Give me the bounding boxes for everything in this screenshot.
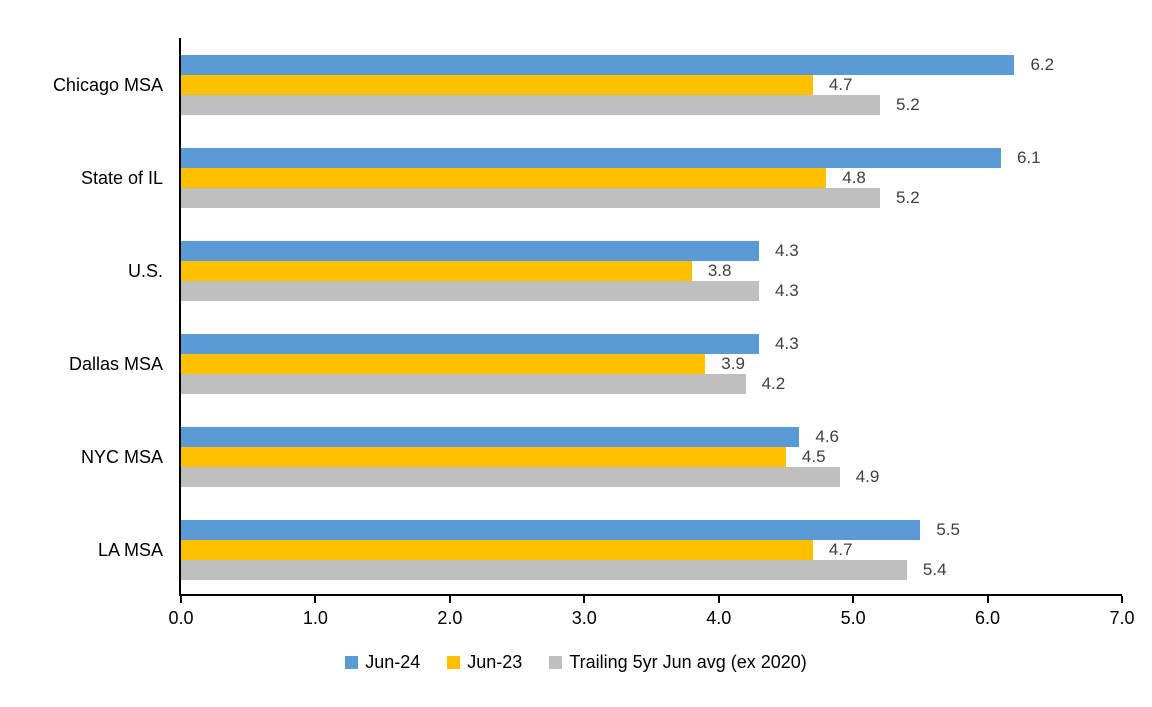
data-label: 5.5 xyxy=(936,520,960,539)
x-axis-tick-label: 0.0 xyxy=(168,608,194,628)
bar-trailing-5yr-jun-avg-ex-2020- xyxy=(181,281,760,301)
category-label: U.S. xyxy=(127,261,163,281)
legend-item: Trailing 5yr Jun avg (ex 2020) xyxy=(549,652,807,673)
legend-swatch-jun-24 xyxy=(345,656,359,669)
x-axis-tick-label: 7.0 xyxy=(1109,608,1135,628)
data-label: 4.7 xyxy=(828,75,853,94)
bar-jun-23 xyxy=(181,75,813,95)
legend-swatch-trailing-5yr-jun-avg-ex-2020- xyxy=(549,656,563,669)
legend-item: Jun-23 xyxy=(447,652,522,673)
x-axis-tick-label: 6.0 xyxy=(975,608,1001,628)
x-axis-tick-label: 3.0 xyxy=(571,608,597,628)
plot-area: 6.2 4.7 5.2 6.1 4.8 5.2 4.3 3.8 4.3 4.3 3.9 4.2 4.6 4… xyxy=(179,38,1122,596)
x-axis-tick xyxy=(180,596,182,603)
bar-trailing-5yr-jun-avg-ex-2020- xyxy=(181,467,840,487)
category-label: Dallas MSA xyxy=(68,354,163,374)
bar-jun-23 xyxy=(181,540,813,560)
data-label: 4.3 xyxy=(775,334,799,353)
x-axis-tick-label: 4.0 xyxy=(706,608,732,628)
x-axis-tick xyxy=(448,596,451,603)
data-label: 4.2 xyxy=(761,374,786,393)
bar-jun-23 xyxy=(181,168,827,188)
legend-item: Jun-24 xyxy=(345,652,420,673)
bar-jun-24 xyxy=(181,148,1001,168)
data-label: 4.6 xyxy=(815,427,839,446)
bar-jun-24 xyxy=(181,427,800,447)
category-label: NYC MSA xyxy=(80,447,163,467)
x-axis-tick xyxy=(1121,596,1123,603)
data-label: 6.1 xyxy=(1017,148,1041,167)
data-label: 4.9 xyxy=(855,467,880,486)
data-label: 6.2 xyxy=(1030,55,1055,74)
bar-jun-24 xyxy=(181,334,760,354)
bar-jun-23 xyxy=(181,447,786,467)
data-label: 3.9 xyxy=(721,354,745,373)
legend-label: Jun-24 xyxy=(365,652,421,672)
bar-jun-24 xyxy=(181,241,760,261)
x-axis-tick xyxy=(314,596,317,603)
bar-jun-23 xyxy=(181,354,706,374)
bar-jun-23 xyxy=(181,261,692,281)
data-label: 4.7 xyxy=(828,540,853,559)
bar-trailing-5yr-jun-avg-ex-2020- xyxy=(181,374,746,394)
data-label: 4.5 xyxy=(801,447,826,466)
x-axis-tick-label: 2.0 xyxy=(437,608,463,628)
bar-jun-24 xyxy=(181,55,1015,75)
category-label: State of IL xyxy=(80,168,163,188)
bar-trailing-5yr-jun-avg-ex-2020- xyxy=(181,560,907,580)
x-axis-tick xyxy=(717,596,720,603)
category-label: LA MSA xyxy=(97,540,163,560)
data-label: 5.2 xyxy=(896,95,920,114)
x-axis-tick xyxy=(583,596,586,603)
category-label: Chicago MSA xyxy=(52,75,163,95)
legend-swatch-jun-23 xyxy=(447,656,461,669)
x-axis-tick xyxy=(986,596,989,603)
data-label: 5.2 xyxy=(896,188,920,207)
data-label: 4.3 xyxy=(775,241,799,260)
legend: Jun-24 Jun-23 Trailing 5yr Jun avg (ex 202… xyxy=(0,652,1152,673)
legend-label: Trailing 5yr Jun avg (ex 2020) xyxy=(569,652,807,672)
bar-trailing-5yr-jun-avg-ex-2020- xyxy=(181,188,881,208)
x-axis-tick-label: 1.0 xyxy=(302,608,328,628)
x-axis-tick-label: 5.0 xyxy=(840,608,866,628)
data-label: 4.8 xyxy=(842,168,866,187)
bar-trailing-5yr-jun-avg-ex-2020- xyxy=(181,95,881,115)
x-axis-tick xyxy=(852,596,855,603)
bar-jun-24 xyxy=(181,520,921,540)
data-label: 5.4 xyxy=(922,560,947,579)
data-label: 3.8 xyxy=(707,261,732,280)
data-label: 4.3 xyxy=(775,281,799,300)
legend-label: Jun-23 xyxy=(467,652,523,672)
